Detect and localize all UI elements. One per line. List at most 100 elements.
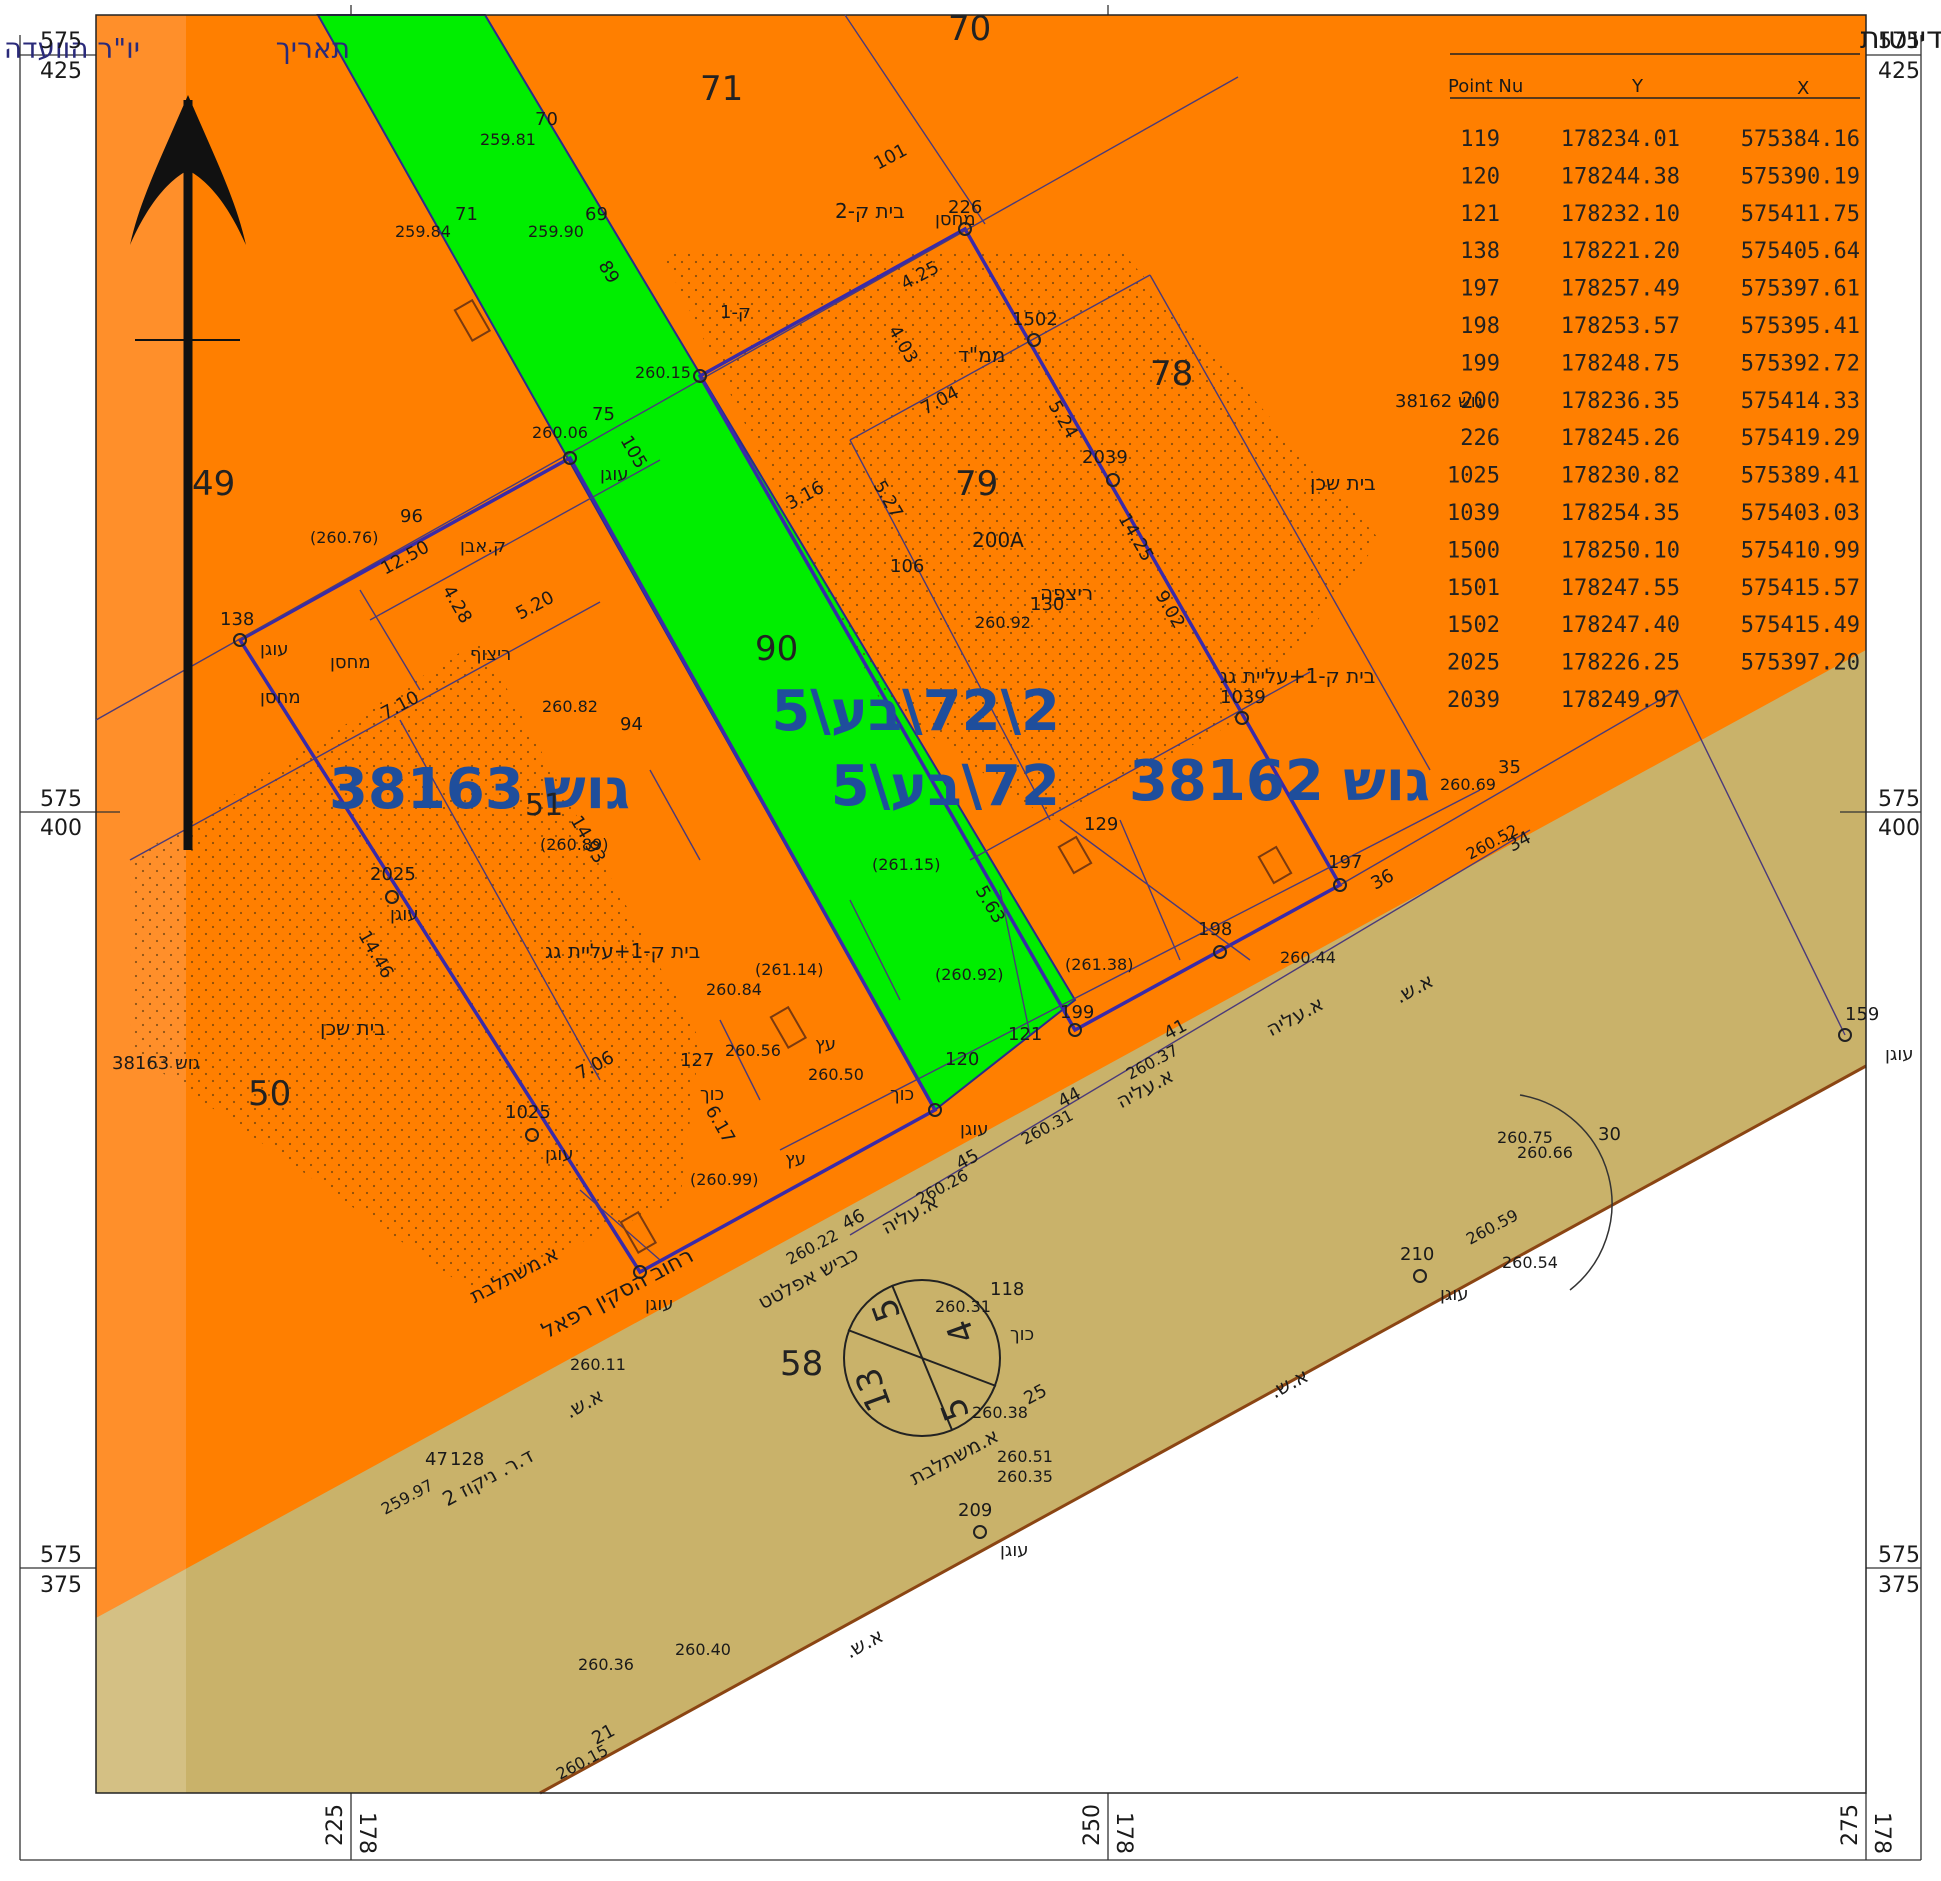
grid-left-top-a: 575 xyxy=(40,29,82,54)
grid-right-bot-b: 375 xyxy=(1878,1573,1920,1598)
coord-table-title: רשימת קואורדינטות xyxy=(1860,21,1941,56)
manhole-symbol xyxy=(843,1279,1001,1437)
grid-left-top-b: 425 xyxy=(40,59,82,84)
grid-left-mid-a: 575 xyxy=(40,787,82,812)
storage-1: מחסן xyxy=(330,652,371,673)
coord-x-cell: 575415.49 xyxy=(1741,613,1860,638)
post-2025: עוגן xyxy=(390,904,419,925)
parcel-90: 90 xyxy=(755,629,798,669)
coord-point-cell: 1025 xyxy=(1447,464,1500,489)
e-26066: 260.66 xyxy=(1517,1143,1573,1162)
ditch-118: כוך xyxy=(1010,1324,1034,1345)
post-120: עוגן xyxy=(600,464,629,485)
coord-header-x: X xyxy=(1797,78,1809,99)
parcel-58: 58 xyxy=(780,1344,823,1384)
coord-x-cell: 575405.64 xyxy=(1741,239,1860,264)
coord-y-cell: 178232.10 xyxy=(1561,202,1680,227)
grid-bottom-250: 250 xyxy=(1080,1804,1105,1846)
house-k2: בית ק-2 xyxy=(835,199,905,223)
coord-point-cell: 200 xyxy=(1460,389,1500,414)
green-zone xyxy=(318,15,1075,1110)
pt-209: 209 xyxy=(958,1500,992,1521)
e-26035: 260.35 xyxy=(997,1467,1053,1486)
pt-198: 198 xyxy=(1198,919,1232,940)
pt-1039: 1039 xyxy=(1220,687,1266,708)
block-38162-label: גוש 38162 xyxy=(1129,749,1430,814)
parcel-50: 50 xyxy=(248,1074,291,1114)
e-26092: (260.92) xyxy=(935,965,1003,984)
coord-x-cell: 575389.41 xyxy=(1741,464,1860,489)
coord-y-cell: 178234.01 xyxy=(1561,127,1680,152)
pt-30: 30 xyxy=(1598,1124,1621,1145)
e-26075: 260.75 xyxy=(1497,1128,1553,1147)
post-1025b: עוגן xyxy=(645,1294,674,1315)
grid-left-bot-a: 575 xyxy=(40,1543,82,1568)
pt-121: 121 xyxy=(1008,1024,1042,1045)
post-210: עוגן xyxy=(1440,1284,1469,1305)
parcel-49: 49 xyxy=(192,464,235,504)
coord-point-cell: 2039 xyxy=(1447,688,1500,713)
neighbor-house-left: בית שכן xyxy=(320,1016,386,1040)
post-138: עוגן xyxy=(260,639,289,660)
coord-y-cell: 178230.82 xyxy=(1561,464,1680,489)
coord-point-cell: 1501 xyxy=(1447,576,1500,601)
post-1025: עוגן xyxy=(545,1144,574,1165)
coord-x-cell: 575419.29 xyxy=(1741,426,1860,451)
e-26099: (260.99) xyxy=(690,1170,758,1189)
date-label: תאריך xyxy=(276,32,350,65)
pt-2039: 2039 xyxy=(1082,447,1128,468)
pt-127: 127 xyxy=(680,1050,714,1071)
coord-point-cell: 1502 xyxy=(1447,613,1500,638)
coord-y-cell: 178244.38 xyxy=(1561,164,1680,189)
coord-x-cell: 575415.57 xyxy=(1741,576,1860,601)
coord-x-cell: 575392.72 xyxy=(1741,351,1860,376)
curve-arc xyxy=(1519,1094,1613,1291)
grid-bottom-275: 275 xyxy=(1838,1804,1863,1846)
pt-96: 96 xyxy=(400,506,423,527)
grid-right-mid-a: 575 xyxy=(1878,787,1920,812)
coord-y-cell: 178250.10 xyxy=(1561,538,1680,563)
pt-128: 128 xyxy=(450,1449,484,1470)
neighbor-house-right: בית שכן xyxy=(1310,471,1376,495)
grid-left-mid-b: 400 xyxy=(40,816,82,841)
e-26114: (261.14) xyxy=(755,960,823,979)
pt-197: 197 xyxy=(1328,852,1362,873)
pt-35: 35 xyxy=(1498,757,1521,778)
mamad-label: ממ"ד xyxy=(958,343,1005,367)
ditch-127: כוך xyxy=(700,1084,724,1105)
house-k1-roof-a: בית ק-1+עליית גג xyxy=(545,939,700,963)
grid-right-top-a: 575 xyxy=(1878,29,1920,54)
e-26084: 260.84 xyxy=(706,980,762,999)
coord-x-cell: 575395.41 xyxy=(1741,314,1860,339)
e-26089: (260.89) xyxy=(540,835,608,854)
hatch-area-right xyxy=(660,250,1380,820)
grid-lines xyxy=(19,5,1922,1861)
coord-y-cell: 178226.25 xyxy=(1561,651,1680,676)
committee-chair-label: יו"ר הוועדה xyxy=(4,32,140,65)
parcel-70: 70 xyxy=(948,9,991,49)
grid-bottom-178a: 178 xyxy=(354,1812,379,1854)
coord-x-cell: 575390.19 xyxy=(1741,164,1860,189)
e-26036: 260.36 xyxy=(578,1655,634,1674)
grid-left-bot-b: 375 xyxy=(40,1573,82,1598)
map-frame xyxy=(95,14,1867,1794)
post-209: עוגן xyxy=(1000,1540,1029,1561)
tiling-elev: ריצפה xyxy=(1040,581,1093,605)
block-38162-small: גוש 38162 xyxy=(1395,391,1483,412)
tree-1: עץ xyxy=(815,1034,836,1055)
e-26006: 260.06 xyxy=(532,423,588,442)
e-26031b: 260.31 xyxy=(935,1297,991,1316)
grid-right-mid-b: 400 xyxy=(1878,816,1920,841)
coord-point-cell: 199 xyxy=(1460,351,1500,376)
e-26082: 260.82 xyxy=(542,697,598,716)
pt-138: 138 xyxy=(220,609,254,630)
plan-label-1: 2\72\בע\5 xyxy=(771,679,1060,744)
plan-label-2: 72\בע\5 xyxy=(831,754,1060,819)
coord-y-cell: 178257.49 xyxy=(1561,277,1680,302)
e-26040: 260.40 xyxy=(675,1640,731,1659)
coord-x-cell: 575414.33 xyxy=(1741,389,1860,414)
thin-lines xyxy=(95,14,1846,1261)
pt-1025: 1025 xyxy=(505,1102,551,1123)
coord-point-cell: 197 xyxy=(1460,277,1500,302)
